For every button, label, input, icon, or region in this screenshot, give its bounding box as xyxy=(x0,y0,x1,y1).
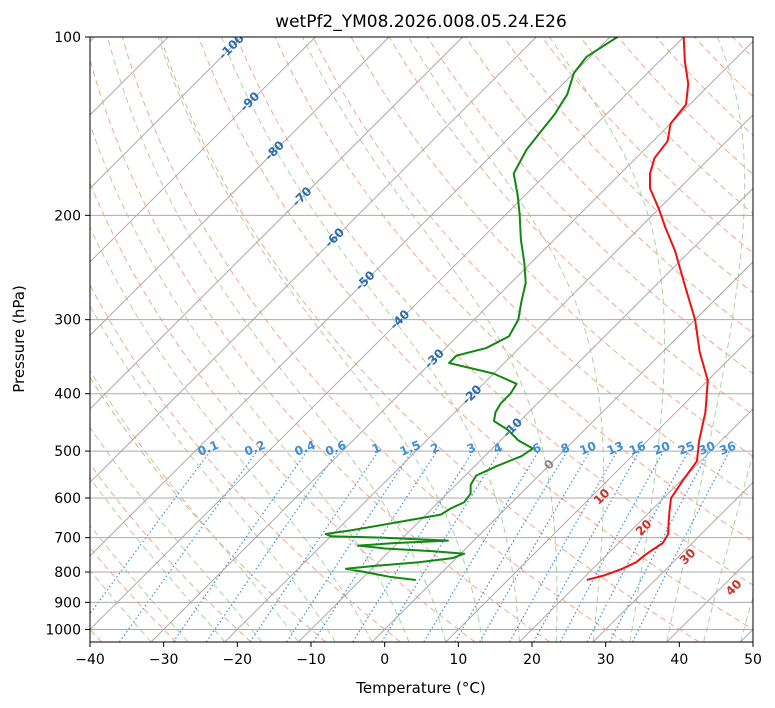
y-tick-label: 900 xyxy=(54,595,81,611)
mixing-ratio-line xyxy=(172,450,308,642)
mixing-ratio-line xyxy=(381,450,501,642)
mixing-ratio-line xyxy=(533,450,640,642)
isotherm-line xyxy=(150,40,753,642)
isotherm-line xyxy=(371,261,753,642)
mixing-ratio-label: 30 xyxy=(697,439,718,458)
dry-adiabat xyxy=(503,37,753,294)
y-axis-title: Pressure (hPa) xyxy=(10,285,28,393)
moist-adiabat xyxy=(739,595,753,642)
mixing-ratio-label: 36 xyxy=(717,439,738,458)
isotherm-line xyxy=(519,408,753,642)
dry-adiabat xyxy=(198,37,753,631)
y-tick-label: 100 xyxy=(54,30,81,46)
y-tick-label: 200 xyxy=(54,208,81,224)
x-tick-label: 0 xyxy=(380,652,389,668)
y-tick-label: 1000 xyxy=(45,622,81,638)
isotherm-line xyxy=(90,37,685,631)
isotherm-line xyxy=(224,114,753,642)
isotherm-line xyxy=(90,37,243,190)
x-tick-label: 50 xyxy=(744,652,762,668)
x-tick-label: −30 xyxy=(149,652,179,668)
mixing-ratio-label: 25 xyxy=(676,439,697,458)
dry-adiabat xyxy=(121,37,625,642)
dry-adiabat xyxy=(90,463,252,642)
isotherm-line xyxy=(298,187,753,642)
mixing-ratio-line xyxy=(509,450,618,642)
mixing-ratio-label: 16 xyxy=(627,439,648,458)
isotherm-line xyxy=(90,37,537,484)
mixing-ratio-line xyxy=(249,450,380,642)
mixing-ratio-line xyxy=(559,450,665,642)
dry-adiabat xyxy=(312,37,753,500)
mixing-ratio-label: 13 xyxy=(605,439,626,458)
isotherm-line xyxy=(90,37,316,263)
moist-adiabat xyxy=(90,524,189,642)
mixing-ratio-line xyxy=(90,450,211,615)
moist-adiabat xyxy=(90,304,336,642)
y-tick-label: 400 xyxy=(54,387,81,403)
x-tick-label: 10 xyxy=(449,652,467,668)
y-tick-label: 600 xyxy=(54,491,81,507)
plot-frame xyxy=(89,36,754,643)
x-tick-label: 30 xyxy=(597,652,615,668)
grid-layer xyxy=(90,37,753,642)
moist-adiabat xyxy=(90,477,226,642)
moist-adiabat xyxy=(408,37,605,642)
y-tick-label: 700 xyxy=(54,531,81,547)
dry-adiabat xyxy=(160,37,700,642)
dry-adiabat xyxy=(274,37,753,543)
x-tick-label: 20 xyxy=(523,652,541,668)
isotherm-line xyxy=(592,481,753,642)
y-tick-label: 300 xyxy=(54,313,81,329)
series-layer xyxy=(324,37,709,581)
moist-adiabat xyxy=(157,37,484,642)
dewpoint-line xyxy=(324,37,618,581)
x-tick-label: −40 xyxy=(75,652,105,668)
moist-adiabat xyxy=(221,37,520,642)
mixing-ratio-line xyxy=(205,450,339,642)
dry-adiabat xyxy=(90,376,326,642)
mixing-ratio-line xyxy=(312,450,438,642)
mixing-ratio-line xyxy=(118,450,258,642)
isotherm-line xyxy=(90,37,464,410)
moist-adiabat xyxy=(90,569,152,642)
moist-adiabat xyxy=(666,37,746,642)
x-tick-label: −10 xyxy=(296,652,326,668)
isotherm-line xyxy=(90,37,390,337)
mixing-ratio-label: 20 xyxy=(651,439,672,458)
mixing-ratio-line xyxy=(632,450,731,642)
y-tick-label: 500 xyxy=(54,444,81,460)
temperature-line xyxy=(586,37,709,581)
x-tick-label: 40 xyxy=(670,652,688,668)
isotherm-line xyxy=(90,37,611,557)
moist-adiabat xyxy=(90,426,262,642)
x-tick-label: −20 xyxy=(223,652,253,668)
y-tick-label: 800 xyxy=(54,565,81,581)
moist-adiabat xyxy=(90,226,373,642)
x-axis-title: Temperature (°C) xyxy=(355,679,485,697)
mixing-ratio-line xyxy=(286,450,413,642)
dry-adiabat xyxy=(90,57,551,642)
dry-adiabat xyxy=(236,37,753,586)
axis-layer: −40 −30 −20 −10 0 10 20 30 40 50 100 200 300 400 500 60… xyxy=(45,30,762,668)
chart-title: wetPf2_YM08.2026.008.05.24.E26 xyxy=(275,12,567,32)
mixing-ratio-label: 10 xyxy=(578,439,599,458)
moist-adiabat xyxy=(549,37,666,642)
isotherm-line xyxy=(445,334,753,642)
moist-adiabat xyxy=(90,122,410,642)
moist-adiabat xyxy=(703,452,753,642)
